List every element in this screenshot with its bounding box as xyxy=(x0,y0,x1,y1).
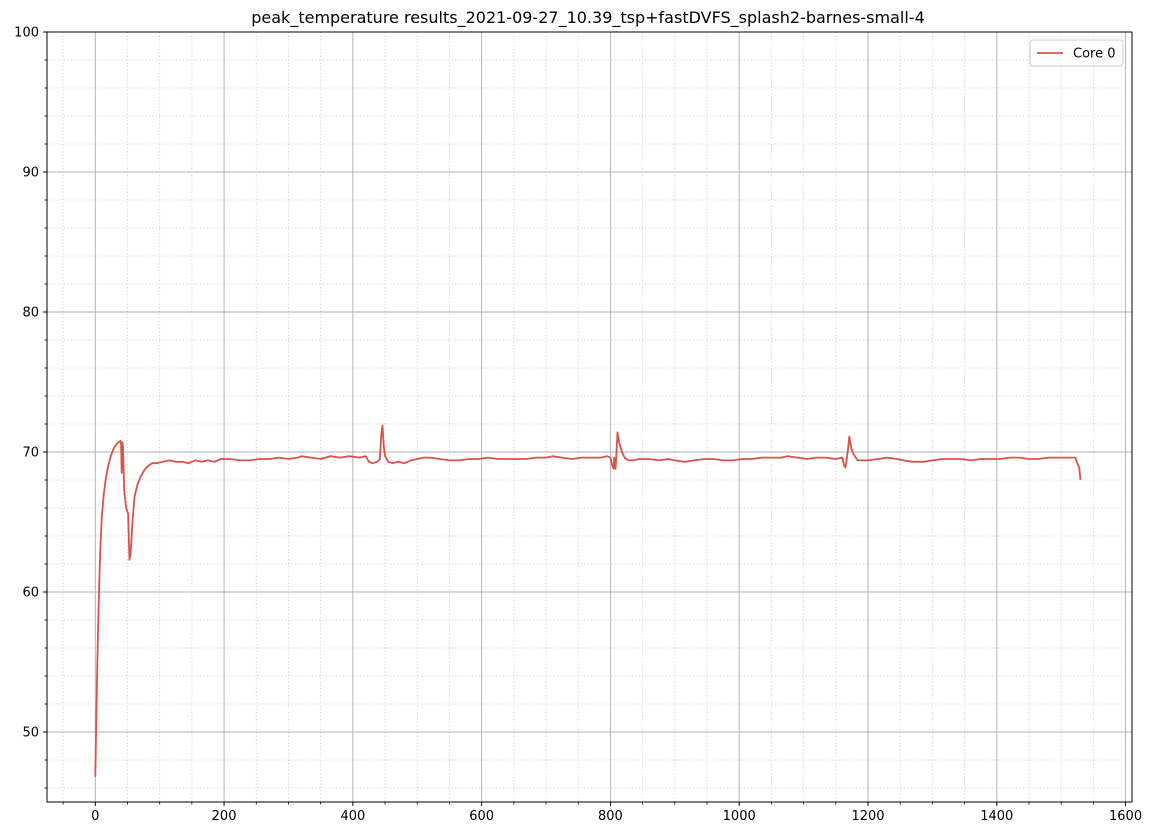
plot-area-frame xyxy=(46,31,1133,803)
minor-grid xyxy=(47,31,1132,802)
y-tick-label: 90 xyxy=(22,166,39,181)
y-axis: 50 60 70 80 90 100 xyxy=(14,26,47,789)
series-layer xyxy=(94,424,1082,777)
y-tick-label: 70 xyxy=(22,446,39,461)
x-tick-label: 200 xyxy=(212,809,237,824)
y-tick-label: 80 xyxy=(22,306,39,321)
y-tick-label: 100 xyxy=(14,26,39,41)
series-line-core-0 xyxy=(94,424,1082,777)
x-tick-label: 400 xyxy=(340,809,365,824)
y-tick-label: 50 xyxy=(22,726,39,741)
legend: Core 0 xyxy=(1029,39,1124,67)
legend-box xyxy=(1029,39,1124,67)
x-tick-label: 600 xyxy=(469,809,494,824)
y-tick-label: 60 xyxy=(22,586,39,601)
x-tick-label: 1400 xyxy=(980,809,1013,824)
legend-label: Core 0 xyxy=(1073,47,1116,62)
x-tick-label: 1200 xyxy=(851,809,884,824)
x-tick-label: 800 xyxy=(598,809,623,824)
major-grid xyxy=(47,32,1132,802)
x-tick-label: 0 xyxy=(91,809,99,824)
chart-title: peak_temperature results_2021-09-27_10.3… xyxy=(251,8,925,28)
x-tick-label: 1600 xyxy=(1109,809,1142,824)
x-tick-label: 1000 xyxy=(723,809,756,824)
x-axis: 0 200 400 600 800 1000 1200 1400 1600 xyxy=(62,802,1142,824)
